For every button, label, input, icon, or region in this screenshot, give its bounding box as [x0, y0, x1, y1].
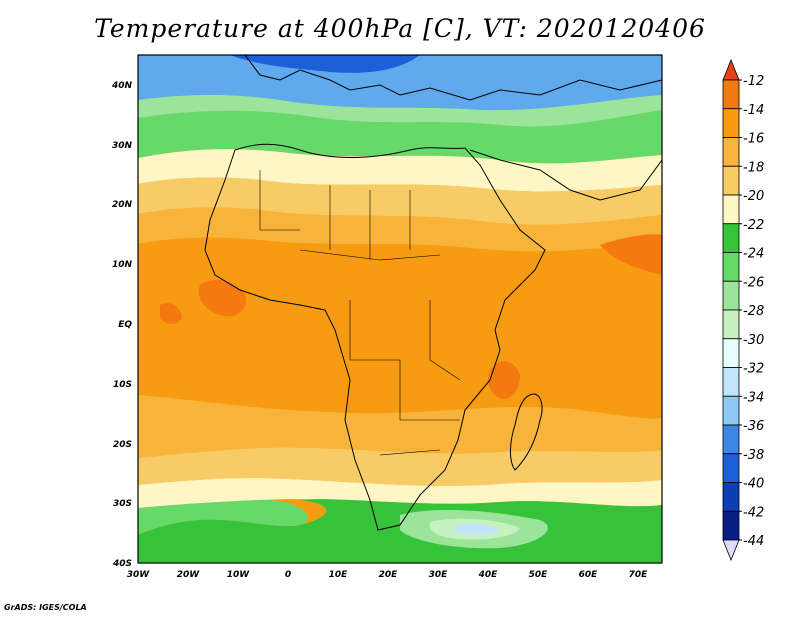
colorbar-segment — [722, 79, 740, 110]
colorbar-segment — [722, 280, 740, 311]
band-orange-light-north — [138, 207, 662, 252]
colorbar-segment — [722, 137, 740, 167]
colorbar-segment — [722, 424, 740, 455]
lon-tick: 30W — [127, 570, 151, 580]
lon-tick: 70E — [629, 570, 649, 580]
colorbar-label: -18 — [743, 160, 764, 175]
lon-tick: 0 — [285, 570, 291, 580]
lat-tick: 40S — [112, 559, 132, 569]
colorbar-label: -22 — [743, 218, 764, 233]
colorbar-label: -42 — [743, 505, 764, 520]
warm-patch-atlantic — [160, 303, 182, 324]
colorbar-segment — [722, 367, 740, 397]
country-borders — [259, 170, 461, 456]
band-yellow-north — [138, 177, 662, 225]
plot-frame — [137, 54, 663, 564]
colorbar-label: -12 — [743, 74, 764, 89]
lat-tick: 20N — [112, 200, 133, 210]
band-green-south-2 — [138, 499, 662, 563]
lat-tick: 10S — [113, 380, 132, 390]
colorbar-label: -34 — [743, 390, 764, 405]
lon-tick: 50E — [529, 570, 549, 580]
lon-tick: 20E — [379, 570, 399, 580]
madagascar-coastline — [510, 393, 543, 471]
warm-patch-westafrica — [198, 279, 246, 317]
colorbar-label: -24 — [743, 247, 764, 262]
lat-tick: EQ — [118, 320, 132, 330]
coastlines — [204, 54, 663, 531]
colorbar-bottom-arrow — [722, 539, 740, 562]
map-plot — [138, 55, 662, 563]
lon-tick: 10W — [227, 570, 251, 580]
band-cold-north-4 — [230, 55, 420, 73]
colorbar: -12 -14 -16 -18 -20 -22 -24 -26 -28 -30 -32 -34 -36 -… — [722, 58, 764, 562]
lon-tick: 60E — [579, 570, 599, 580]
band-paleyellow-north — [138, 149, 662, 192]
colorbar-segment — [722, 482, 740, 512]
colorbar-segment — [722, 252, 740, 282]
colorbar-segment — [722, 223, 740, 253]
warm-patch-eastafrica — [487, 360, 520, 399]
colorbar-label: -36 — [743, 419, 764, 434]
chart-title: Temperature at 400hPa [C], VT: 202012040… — [94, 14, 706, 43]
band-cold-north-3 — [138, 55, 662, 111]
colorbar-label: -38 — [743, 448, 764, 463]
lat-tick: 30N — [112, 141, 133, 151]
lat-tick: 10N — [112, 260, 133, 270]
colorbar-segment — [722, 453, 740, 483]
lon-tick: 20W — [177, 570, 201, 580]
europe-coastline — [244, 54, 663, 101]
band-blue-south — [455, 523, 500, 535]
colorbar-segment — [722, 395, 740, 426]
lon-tick: 30E — [429, 570, 449, 580]
band-orange-light-south — [138, 395, 662, 458]
colorbar-segment — [722, 338, 740, 368]
colorbar-label: -14 — [743, 103, 764, 118]
colorbar-segment — [722, 510, 740, 541]
credit-text: GrADS: IGES/COLA — [4, 603, 87, 612]
africa-coastline — [204, 143, 546, 531]
colorbar-segment — [722, 194, 740, 225]
colorbar-label: -16 — [743, 132, 764, 147]
lat-tick: 30S — [113, 499, 132, 509]
lon-axis: 30W 20W 10W 0 10E 20E 30E 40E 50E 60E 70… — [127, 570, 648, 580]
band-lightgreen-north — [138, 95, 662, 127]
band-paleyellow-south — [138, 478, 662, 508]
colorbar-top-arrow — [722, 58, 740, 81]
colorbar-label: -20 — [743, 189, 764, 204]
band-yellow-south — [138, 447, 662, 486]
band-green-south — [138, 499, 308, 535]
colorbar-label: -40 — [743, 477, 764, 492]
arabia-coastline — [469, 149, 663, 201]
lat-tick: 40N — [111, 81, 133, 91]
colorbar-label: -26 — [743, 275, 764, 290]
band-green-north — [138, 110, 662, 164]
colorbar-segment — [722, 165, 740, 196]
colorbar-label: -28 — [743, 304, 764, 319]
lon-tick: 10E — [329, 570, 349, 580]
colorbar-segment — [722, 108, 740, 138]
colorbar-label: -44 — [743, 534, 764, 549]
lon-tick: 40E — [478, 570, 499, 580]
warm-patch-indian — [600, 234, 662, 275]
colorbar-label: -30 — [743, 333, 764, 348]
colorbar-label: -32 — [743, 362, 764, 377]
colorbar-segment — [722, 309, 740, 340]
lat-tick: 20S — [113, 440, 132, 450]
lat-axis: 40N 30N 20N 10N EQ 10S 20S 30S 40S — [111, 81, 133, 569]
